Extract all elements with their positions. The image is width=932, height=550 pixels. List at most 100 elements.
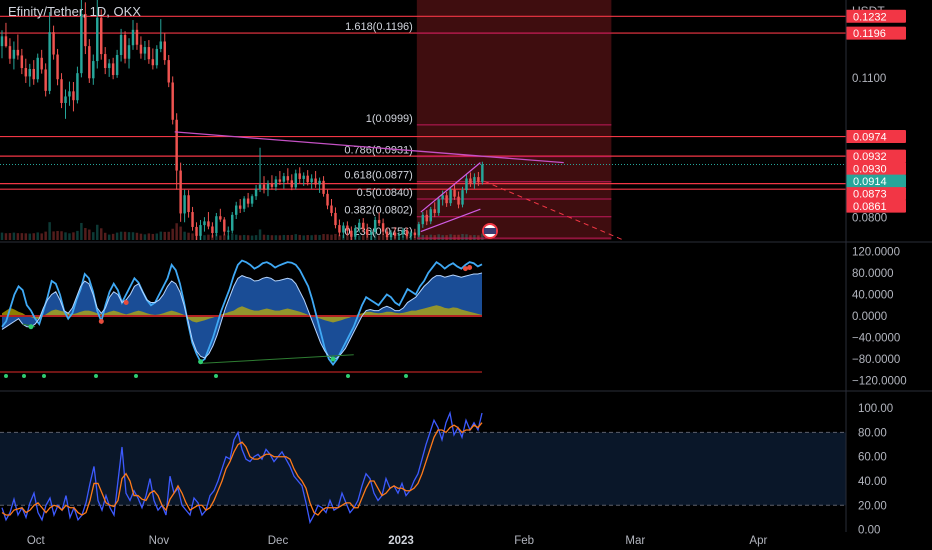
stochastic-layer xyxy=(0,410,846,525)
volume-bar xyxy=(20,233,24,240)
candle-body xyxy=(262,184,266,190)
candle-body xyxy=(139,44,143,54)
oscillator-axis-tick-label: 0.0000 xyxy=(852,311,887,323)
candle-body xyxy=(314,178,317,185)
signal-dot xyxy=(330,356,336,362)
fib-level-label: 1.618(0.1196) xyxy=(345,21,413,33)
candle-body xyxy=(207,221,210,227)
stochastic-axis[interactable]: 100.00 80.00 60.00 40.00 20.00 0.00 xyxy=(858,403,893,536)
volume-bar xyxy=(290,234,294,240)
volume-bar xyxy=(441,235,444,240)
oscillator-axis-tick-label: −40.0000 xyxy=(852,333,900,345)
volume-bar xyxy=(262,234,266,240)
candle-body xyxy=(199,225,202,236)
time-axis-tick-label: Nov xyxy=(149,535,170,547)
candle-body xyxy=(211,226,214,234)
signal-dot xyxy=(198,359,204,365)
oscillator-axis-tick-label: 80.0000 xyxy=(852,268,894,280)
candle-body xyxy=(60,79,63,103)
candle-body xyxy=(322,180,325,194)
stochastic-axis-tick-label: 60.00 xyxy=(858,452,887,464)
volume-bar xyxy=(159,231,163,240)
candle-body xyxy=(302,175,305,179)
candle-body xyxy=(266,183,270,190)
price-badges-layer: 0.12320.11960.09740.09320.09300.09140.08… xyxy=(846,9,906,213)
volume-bar xyxy=(48,222,51,240)
volume-bar xyxy=(457,234,460,240)
oscillator-axis[interactable]: 120.0000 80.0000 40.0000 0.0000 −40.0000 −80.… xyxy=(852,246,907,387)
volume-bar xyxy=(334,233,337,240)
volume-bar xyxy=(36,232,39,240)
volume-bar xyxy=(40,233,43,240)
candle-body xyxy=(469,178,472,184)
target-zone-layer xyxy=(416,0,612,240)
price-pane[interactable]: 1.618(0.1196) 1(0.0999) 0.786(0.0931) 0.618… xyxy=(0,0,932,243)
oscillator-pane[interactable]: 120.0000 80.0000 40.0000 0.0000 −40.0000 −80.… xyxy=(0,246,932,392)
price-badge-label: 0.1232 xyxy=(853,11,887,23)
candle-body xyxy=(286,176,290,181)
candle-body xyxy=(246,198,250,204)
price-badge xyxy=(846,199,906,213)
candle-body xyxy=(167,60,170,83)
price-badge xyxy=(846,26,906,40)
volume-bar xyxy=(381,234,385,240)
volume-bar xyxy=(167,231,170,240)
volume-bar xyxy=(72,232,75,240)
candle-body xyxy=(465,178,468,191)
candle-body xyxy=(310,178,313,183)
volume-bar xyxy=(481,233,484,240)
candle-body xyxy=(179,170,182,214)
candle-body xyxy=(103,54,107,69)
volume-bar xyxy=(28,233,32,240)
candle-body xyxy=(362,222,365,230)
candle-body xyxy=(28,68,32,77)
oscillator-yellow-band xyxy=(2,305,482,323)
candle-body xyxy=(417,224,421,236)
signal-dot xyxy=(22,374,26,378)
stochastic-pane[interactable]: 100.00 80.00 60.00 40.00 20.00 0.00 xyxy=(0,403,893,537)
candle-body xyxy=(389,232,393,238)
candle-body xyxy=(441,195,444,200)
oscillator-axis-tick-label: 120.0000 xyxy=(852,246,900,258)
candle-body xyxy=(147,47,151,60)
signal-dot xyxy=(94,374,98,378)
volume-bar xyxy=(373,234,377,240)
candle-body xyxy=(354,228,357,237)
candle-body xyxy=(326,193,329,206)
price-badge-label: 0.0930 xyxy=(853,164,887,176)
volume-bar xyxy=(314,234,317,240)
volume-bar xyxy=(242,234,246,240)
candle-body xyxy=(227,230,230,232)
candle-body xyxy=(135,29,139,45)
price-badge-label: 0.0861 xyxy=(853,201,887,213)
time-axis-tick-label: Oct xyxy=(27,535,46,547)
candle-body xyxy=(306,175,309,183)
price-axis-tick-label: 0.1100 xyxy=(852,73,886,85)
volume-bar xyxy=(330,234,333,240)
candle-body xyxy=(119,34,123,55)
volume-bar xyxy=(100,228,103,240)
volume-bar xyxy=(270,235,274,240)
volume-bar xyxy=(266,234,270,240)
candle-body xyxy=(44,69,47,91)
candle-body xyxy=(175,119,178,171)
candle-body xyxy=(413,232,417,236)
candle-body xyxy=(358,222,361,229)
time-axis-tick-label: Mar xyxy=(625,535,645,547)
time-axis[interactable]: Oct Nov Dec 2023 Feb Mar Apr xyxy=(27,0,847,547)
candle-body xyxy=(377,219,381,224)
volume-bar xyxy=(417,235,421,240)
volume-bar xyxy=(92,232,95,240)
candle-body xyxy=(338,225,341,233)
candle-body xyxy=(48,32,51,91)
fib-level-label: 1(0.0999) xyxy=(366,113,413,125)
candle-body xyxy=(107,63,111,69)
candle-body xyxy=(437,199,440,213)
volume-bar xyxy=(68,233,71,240)
candle-body xyxy=(270,183,274,187)
candle-body xyxy=(24,68,28,77)
volume-bar xyxy=(123,231,127,240)
volume-bar xyxy=(465,234,468,240)
volume-bar xyxy=(445,235,448,240)
